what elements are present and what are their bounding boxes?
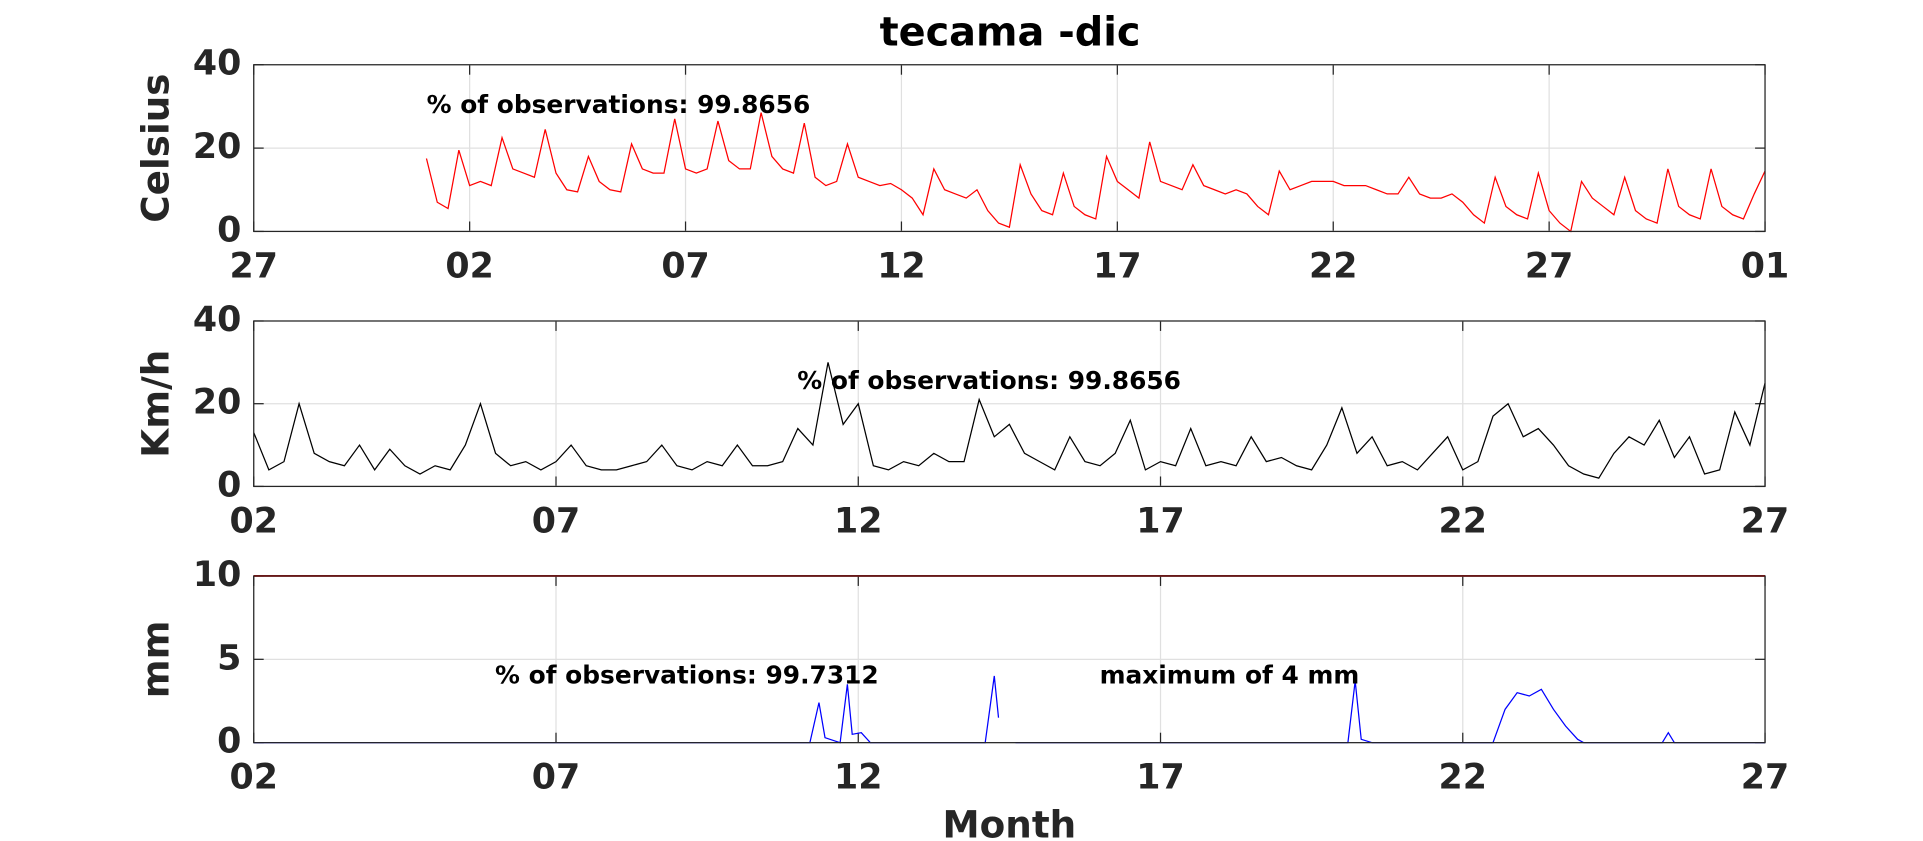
y-tick-label: 0 [217, 722, 241, 762]
y-tick-label: 20 [193, 127, 241, 167]
x-tick-label: 17 [1136, 501, 1184, 541]
x-tick-label: 27 [1525, 247, 1573, 287]
annotation: % of observations: 99.7312 [495, 661, 879, 690]
x-tick-label: 07 [661, 247, 709, 287]
x-tick-label: 17 [1093, 247, 1141, 287]
y-axis-label: mm [133, 620, 177, 698]
y-tick-label: 0 [217, 465, 241, 505]
x-tick-label: 27 [1741, 758, 1789, 798]
chart-title: tecama -dic [880, 9, 1141, 55]
x-tick-label: 12 [877, 247, 925, 287]
y-tick-label: 20 [193, 383, 241, 423]
x-axis-label: Month [943, 803, 1077, 841]
x-tick-label: 02 [230, 758, 278, 798]
y-tick-label: 10 [193, 555, 241, 595]
annotation: % of observations: 99.8656 [427, 90, 811, 119]
y-axis-label: Km/h [133, 350, 177, 458]
x-tick-label: 02 [230, 501, 278, 541]
x-tick-label: 07 [532, 758, 580, 798]
y-tick-label: 5 [217, 638, 241, 678]
annotation: maximum of 4 mm [1100, 661, 1360, 690]
x-tick-label: 12 [834, 501, 882, 541]
x-tick-label: 12 [834, 758, 882, 798]
y-tick-label: 40 [193, 44, 241, 84]
x-tick-label: 27 [1741, 501, 1789, 541]
data-line [253, 362, 1766, 479]
data-line [425, 112, 1766, 233]
x-tick-label: 01 [1741, 247, 1789, 287]
x-tick-label: 07 [532, 501, 580, 541]
y-axis-label: Celsius [133, 73, 177, 222]
data-line [253, 675, 1766, 744]
x-tick-label: 22 [1439, 758, 1487, 798]
x-tick-label: 02 [445, 247, 493, 287]
axes-frame [253, 575, 1766, 744]
annotation: % of observations: 99.8656 [797, 366, 1181, 395]
y-tick-label: 0 [217, 210, 241, 250]
y-tick-label: 40 [193, 300, 241, 340]
x-tick-label: 22 [1439, 501, 1487, 541]
x-tick-label: 22 [1309, 247, 1357, 287]
x-tick-label: 17 [1136, 758, 1184, 798]
axes-frame [253, 320, 1766, 488]
axes-frame [253, 64, 1766, 233]
x-tick-label: 27 [230, 247, 278, 287]
